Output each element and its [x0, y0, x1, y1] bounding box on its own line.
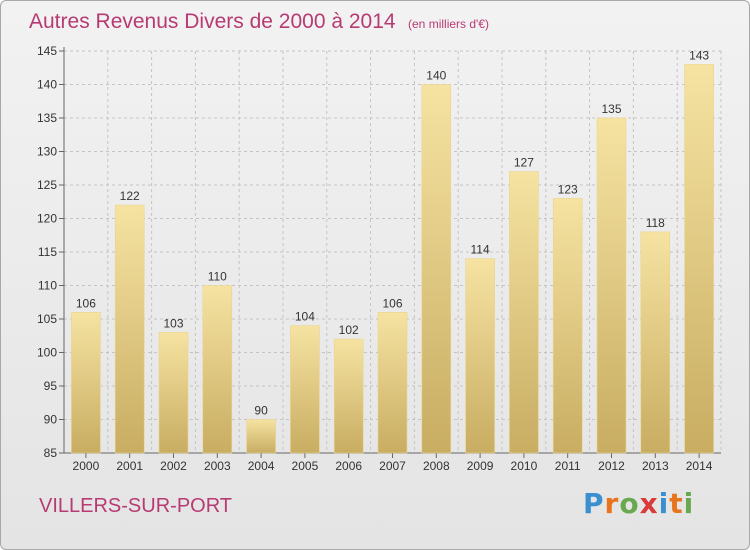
data-label: 106 — [76, 296, 96, 310]
x-tick-label: 2005 — [292, 459, 319, 473]
data-label: 90 — [254, 404, 268, 418]
bar — [596, 117, 627, 454]
bar — [114, 204, 145, 454]
data-label: 118 — [646, 216, 665, 230]
logo-letter: r — [604, 487, 620, 520]
data-label: 102 — [339, 323, 359, 337]
y-tick-label: 135 — [37, 111, 57, 125]
data-label: 123 — [558, 182, 578, 196]
labels: 106 122 103 110 90 104 102 106 140 114 127 123 135 11… — [76, 48, 710, 417]
y-tick-label: 105 — [37, 312, 57, 326]
data-label: 143 — [689, 48, 709, 62]
logo-letter: i — [658, 487, 670, 520]
data-label: 135 — [601, 102, 621, 116]
y-tick-label: 90 — [44, 413, 58, 427]
axes: 85 90 95 100 105 110 115 120 125 130 135 140 145 2000… — [37, 44, 721, 473]
title-row: Autres Revenus Divers de 2000 à 2014 (en… — [29, 10, 489, 34]
bar — [465, 258, 495, 454]
data-label: 103 — [163, 316, 183, 330]
bar — [640, 231, 671, 454]
y-tick-label: 115 — [38, 245, 57, 259]
bar — [246, 419, 276, 454]
logo-letter: o — [619, 487, 640, 520]
x-tick-label: 2008 — [423, 459, 450, 473]
bar — [71, 311, 101, 454]
x-tick-label: 2001 — [116, 459, 143, 473]
y-tick-label: 130 — [37, 145, 57, 159]
x-tick-label: 2000 — [73, 459, 100, 473]
y-tick-label: 95 — [44, 379, 58, 393]
bar — [158, 332, 189, 454]
bar — [552, 198, 583, 454]
y-tick-label: 120 — [37, 212, 57, 226]
y-tick-label: 100 — [37, 346, 57, 360]
y-tick-label: 125 — [37, 178, 57, 192]
bar — [333, 338, 364, 454]
x-tick-label: 2014 — [686, 459, 713, 473]
x-tick-label: 2004 — [248, 459, 275, 473]
y-tick-label: 145 — [37, 44, 57, 58]
x-tick-label: 2010 — [511, 459, 538, 473]
logo-letter: i — [683, 487, 695, 520]
y-tick-label: 110 — [38, 279, 57, 293]
x-tick-label: 2007 — [379, 459, 406, 473]
data-label: 127 — [514, 156, 534, 170]
x-tick-label: 2012 — [598, 459, 625, 473]
data-label: 104 — [295, 310, 315, 324]
x-tick-label: 2006 — [335, 459, 362, 473]
y-tick-label: 140 — [37, 78, 57, 92]
proxiti-logo: Proxiti — [583, 487, 694, 520]
x-tick-label: 2011 — [555, 459, 581, 473]
chart-unit: (en milliers d'€) — [408, 17, 489, 31]
bar — [377, 311, 408, 454]
data-label: 122 — [120, 189, 140, 203]
logo-letter: x — [639, 487, 659, 520]
logo-letter: P — [583, 487, 605, 520]
y-tick-label: 85 — [44, 446, 58, 460]
data-label: 106 — [382, 296, 402, 310]
bars — [71, 64, 714, 454]
logo-letter: t — [669, 487, 684, 520]
bar — [290, 325, 320, 454]
bar — [684, 64, 714, 454]
x-tick-label: 2003 — [204, 459, 231, 473]
bar — [421, 84, 452, 454]
x-tick-label: 2002 — [160, 459, 187, 473]
data-label: 140 — [426, 69, 446, 83]
bar — [202, 285, 233, 454]
x-tick-label: 2013 — [642, 459, 669, 473]
commune-name: VILLERS-SUR-PORT — [39, 495, 233, 517]
data-label: 114 — [471, 243, 490, 257]
x-tick-label: 2009 — [467, 459, 494, 473]
bar — [509, 171, 539, 454]
chart-title: Autres Revenus Divers de 2000 à 2014 — [29, 10, 396, 33]
data-label: 110 — [208, 270, 227, 284]
